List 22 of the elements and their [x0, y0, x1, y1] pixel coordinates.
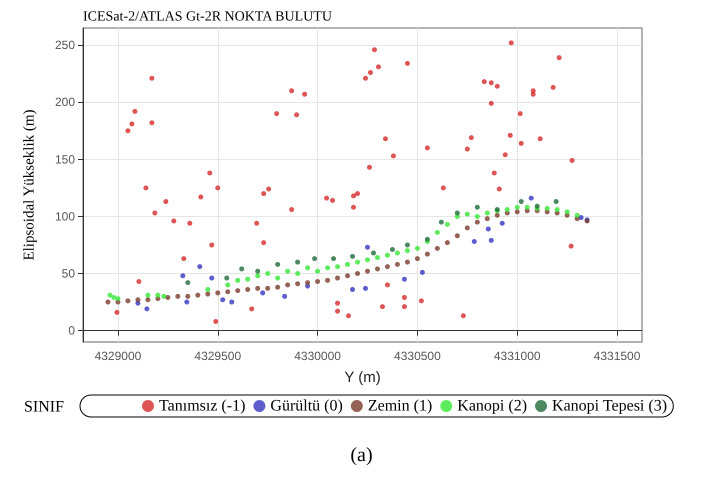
- legend-label: Tanımsız (-1): [159, 398, 246, 414]
- x-axis-title: Y (m): [344, 369, 381, 386]
- y-tick-label: 250: [54, 38, 76, 52]
- y-axis-title: Elipsoidal Yükseklik (m): [22, 109, 38, 261]
- legend-title: SINIF: [24, 398, 64, 416]
- x-tick-label: 4331000: [494, 349, 541, 363]
- legend-label: Gürültü (0): [270, 398, 343, 414]
- y-tick-label: 150: [54, 152, 76, 166]
- y-tick-label: 0: [68, 324, 76, 338]
- x-tick-label: 4329500: [194, 349, 242, 363]
- x-tick-label: 4330500: [394, 349, 442, 363]
- legend-label: Kanopi Tepesi (3): [552, 398, 668, 414]
- chart-title: ICESat-2/ATLAS Gt-2R NOKTA BULUTU: [83, 10, 332, 24]
- x-tick-label: 4329000: [94, 349, 142, 363]
- x-tick-label: 4331500: [594, 349, 641, 363]
- y-tick-label: 200: [54, 95, 76, 110]
- text: (a): [350, 444, 373, 466]
- x-tick-label: 4330000: [294, 349, 342, 363]
- y-tick-label: 50: [62, 266, 76, 280]
- y-tick-label: 100: [54, 209, 76, 224]
- legend-label: Zemin (1): [368, 398, 432, 414]
- legend-label: Kanopi (2): [457, 398, 528, 414]
